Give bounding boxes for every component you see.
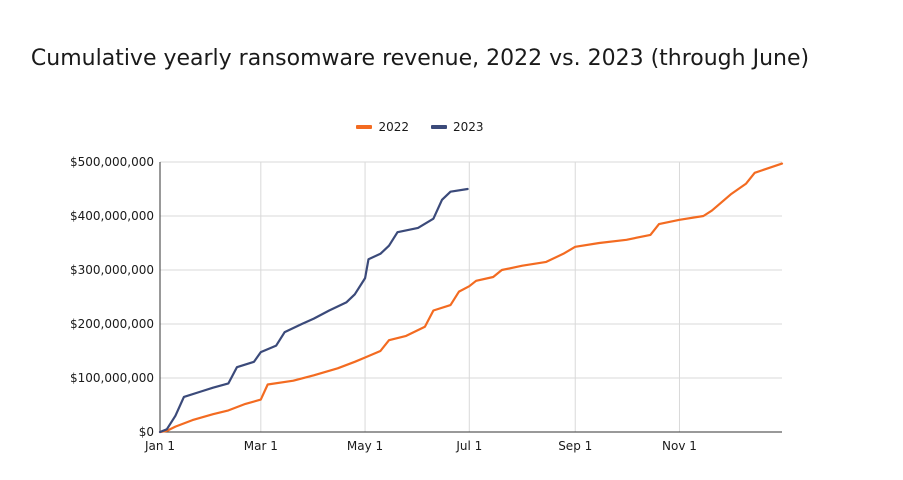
y-tick-label: $100,000,000	[70, 371, 154, 385]
y-tick-label: $300,000,000	[70, 263, 154, 277]
y-tick-label: $0	[139, 425, 154, 439]
series-line-2023	[158, 187, 469, 434]
x-tick-label: Jan 1	[144, 439, 175, 453]
legend-item-2023[interactable]: 2023	[431, 120, 484, 134]
x-tick-label: Jul 1	[455, 439, 482, 453]
x-tick-label: Mar 1	[244, 439, 278, 453]
legend-swatch-2022	[356, 125, 373, 129]
x-tick-label: Sep 1	[558, 439, 592, 453]
y-tick-label: $500,000,000	[70, 155, 154, 169]
legend-label-2023: 2023	[453, 120, 484, 134]
x-tick-label: Nov 1	[662, 439, 697, 453]
legend-label-2022: 2022	[378, 120, 409, 134]
x-tick-label: May 1	[347, 439, 383, 453]
series-line-2022	[158, 162, 784, 434]
y-tick-label: $200,000,000	[70, 317, 154, 331]
legend-item-2022[interactable]: 2022	[356, 120, 409, 134]
legend-swatch-2023	[431, 125, 447, 129]
y-tick-label: $400,000,000	[70, 209, 154, 223]
legend: 2022 2023	[0, 120, 840, 134]
chart-title: Cumulative yearly ransomware revenue, 20…	[30, 46, 810, 71]
